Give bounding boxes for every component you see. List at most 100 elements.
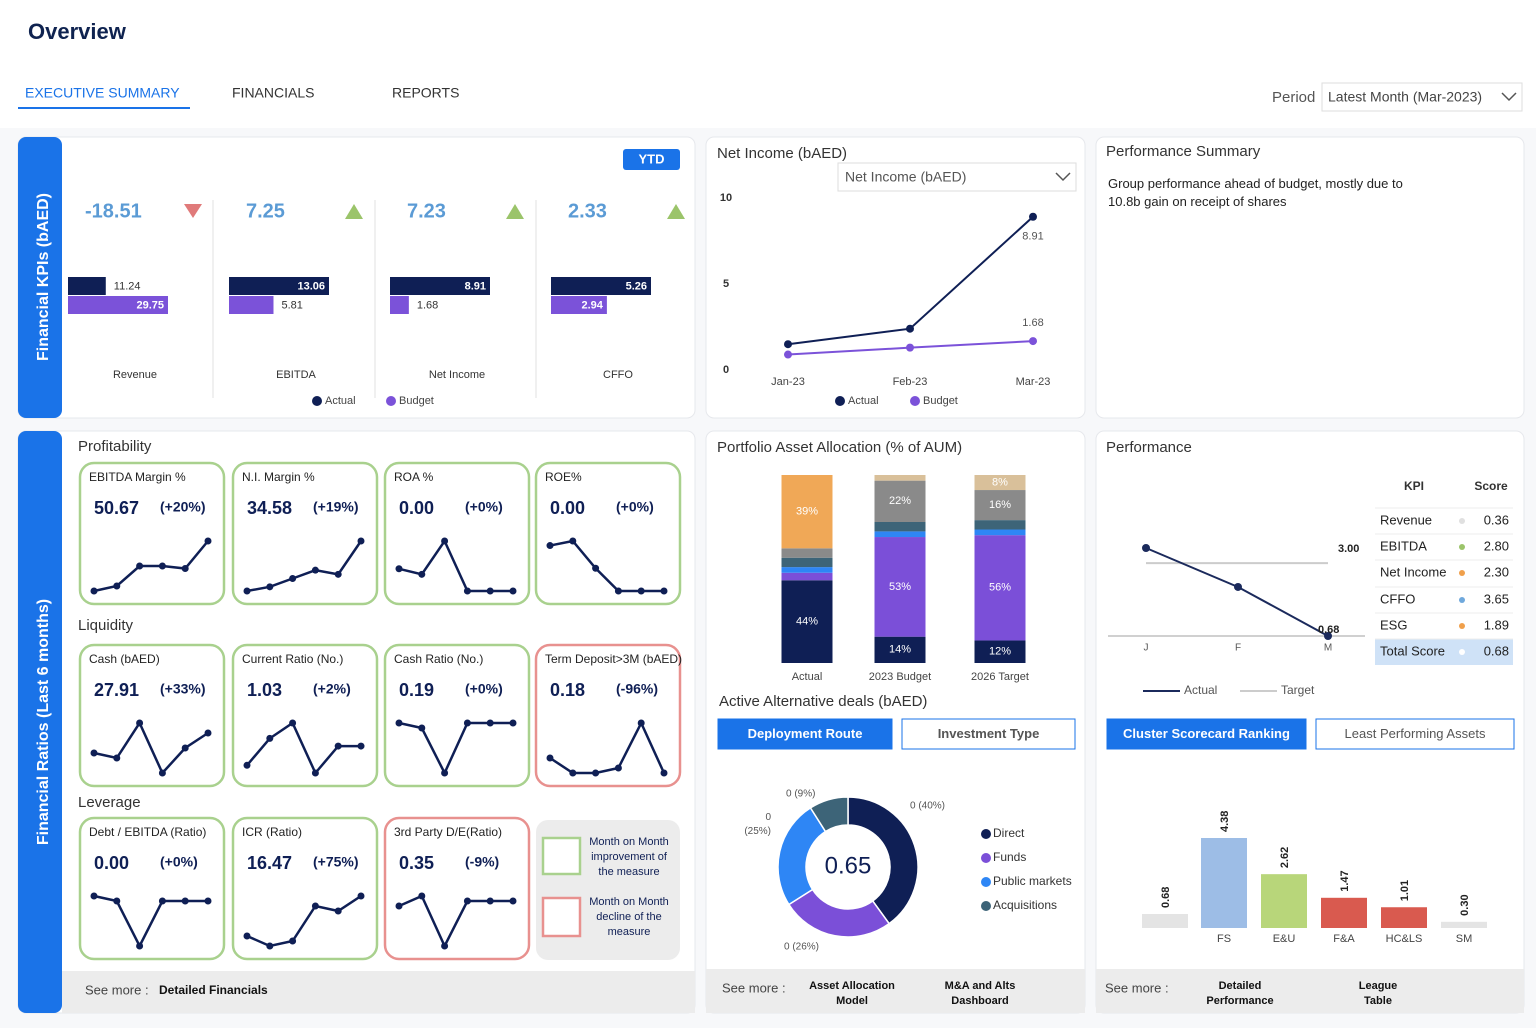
footer-link[interactable]: M&A and Alts Dashboard [945, 980, 1016, 1007]
tab-underline [18, 107, 190, 109]
bar-label: 1.68 [417, 299, 438, 311]
table-cell: 2.80 [1484, 538, 1509, 553]
donut-label: 0 (9%) [786, 789, 815, 800]
footer-band [1096, 969, 1524, 1013]
legend-dot [981, 829, 991, 839]
footer-link[interactable]: Detailed Performance [1206, 980, 1273, 1007]
legend-label: Acquisitions [993, 898, 1057, 912]
kpi-value: -18.51 [85, 200, 142, 222]
spark-point [204, 729, 212, 737]
tab-button[interactable] [717, 718, 893, 750]
legend-label: Public markets [993, 874, 1072, 888]
kpi-bar [551, 296, 607, 314]
spark-point [418, 570, 426, 578]
legend-label: Target [1281, 683, 1315, 697]
tab-button[interactable] [1315, 718, 1515, 750]
period-value[interactable]: Latest Month (Mar-2023) [1328, 89, 1482, 105]
point [1142, 544, 1150, 552]
metric-dropdown[interactable] [837, 162, 1077, 192]
spark-point [486, 587, 494, 595]
point [784, 340, 792, 349]
bar-segment [974, 490, 1026, 521]
footer-link[interactable]: Asset Allocation Model [809, 980, 895, 1007]
spark-point [158, 562, 166, 570]
donut-label: 0 (25%) [744, 812, 771, 837]
legend-label: Funds [993, 850, 1026, 864]
segment-label: 22% [889, 495, 911, 507]
kpi-name: CFFO [603, 369, 633, 381]
tab-button[interactable] [1106, 718, 1307, 750]
spark-point [509, 587, 517, 595]
spark-point [660, 587, 668, 595]
panel-title: Performance Summary [1106, 143, 1261, 160]
segment-label: 44% [796, 616, 818, 628]
spark-point [311, 769, 319, 777]
legend-label: Actual [325, 395, 356, 407]
card-change: (-9%) [465, 854, 499, 870]
data-label: 8.91 [1022, 231, 1043, 243]
table-cell: EBITDA [1380, 538, 1427, 553]
footer-link[interactable]: League Table [1359, 980, 1398, 1007]
donut-label: 0 (40%) [910, 801, 945, 812]
badge[interactable] [623, 149, 680, 170]
side-title: Financial Ratios (Last 6 months) [35, 599, 52, 845]
spark-point [509, 897, 517, 905]
kpi-bar [229, 277, 329, 295]
spark-point [546, 754, 554, 762]
footer-label: See more : [1105, 980, 1169, 995]
tab[interactable]: FINANCIALS [232, 85, 314, 101]
kpi-bar [390, 277, 490, 295]
spark-point [592, 769, 600, 777]
bar-segment [874, 475, 926, 481]
dropdown-value[interactable]: Net Income (bAED) [845, 169, 966, 185]
text-line: 0 [765, 812, 771, 823]
legend-label: Actual [848, 395, 879, 407]
card-name: 3rd Party D/E(Ratio) [394, 825, 502, 839]
spark-point [418, 724, 426, 732]
data-label: 1.68 [1022, 317, 1043, 329]
bar [1261, 874, 1307, 928]
bar-segment [874, 636, 926, 663]
footer-link[interactable]: Detailed Financials [159, 983, 268, 997]
status-dot [1459, 518, 1465, 524]
spark-point [181, 897, 189, 905]
x-tick-label: Jan-23 [771, 376, 805, 388]
side-strip [18, 137, 62, 418]
text-line: improvement of [591, 851, 668, 863]
footer-band [62, 971, 695, 1013]
legend-text: Month on Month decline of the measure [589, 896, 669, 938]
tab-button[interactable] [901, 718, 1076, 750]
status-dot [1459, 597, 1465, 603]
x-tick-label: FS [1217, 933, 1231, 945]
data-label: 1.01 [1399, 880, 1411, 901]
sparkline [246, 721, 361, 776]
text-line: Dashboard [951, 995, 1008, 1007]
tab[interactable]: EXECUTIVE SUMMARY [25, 85, 180, 101]
card-name: Current Ratio (No.) [242, 652, 343, 666]
bar-label: 2.94 [581, 299, 603, 311]
segment-label: 56% [989, 582, 1011, 594]
legend-dot [835, 396, 845, 406]
donut-segment [809, 796, 849, 833]
spark-point [243, 587, 251, 595]
spark-point [90, 892, 98, 900]
status-dot [1459, 649, 1465, 655]
legend-dot [910, 396, 920, 406]
text-line: Performance [1206, 995, 1273, 1007]
table-cell: 1.89 [1484, 617, 1509, 632]
table-cell: Total Score [1380, 643, 1445, 658]
page-title: Overview [28, 19, 127, 44]
period-dropdown[interactable] [1321, 82, 1523, 112]
spark-point [463, 897, 471, 905]
spark-point [181, 744, 189, 752]
bar-segment [974, 640, 1026, 663]
spark-point [637, 587, 645, 595]
sparkline [549, 720, 666, 775]
chevron [1055, 172, 1071, 182]
chevron [1501, 92, 1517, 102]
bar-label: 13.06 [297, 280, 325, 292]
kpi-value: 7.25 [246, 200, 285, 222]
bar-segment [974, 529, 1026, 536]
tab[interactable]: REPORTS [392, 85, 459, 101]
bar-segment [974, 475, 1026, 491]
